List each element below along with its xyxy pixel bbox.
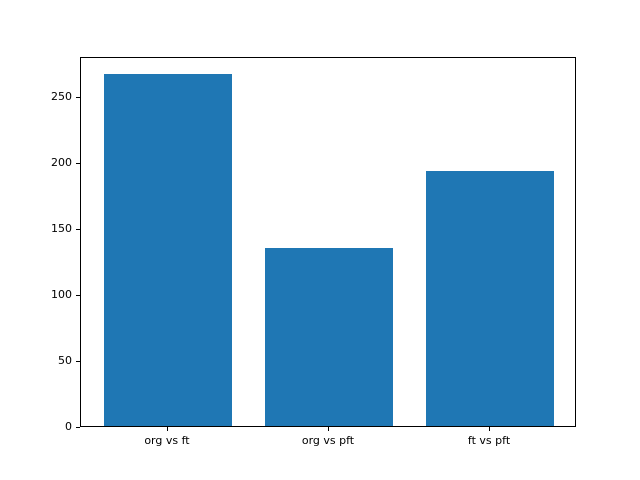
y-tick-label: 150	[51, 222, 72, 236]
y-tick-mark	[76, 163, 80, 165]
y-tick-mark	[76, 295, 80, 297]
x-tick-label: org vs ft	[144, 434, 190, 447]
y-tick-label: 250	[51, 90, 72, 104]
x-tick-label: org vs pft	[301, 434, 355, 447]
y-tick-label: 0	[65, 420, 72, 433]
x-tick-label: ft vs pft	[467, 434, 511, 447]
y-tick-mark	[76, 427, 80, 428]
y-tick-mark	[76, 229, 80, 231]
y-tick-label: 200	[51, 156, 72, 170]
y-tick-mark	[76, 97, 80, 99]
bar-org-vs-ft	[103, 73, 233, 426]
y-tick-mark	[76, 361, 80, 362]
plot-area	[80, 57, 576, 427]
x-tick-mark	[489, 427, 491, 431]
x-tick-mark	[166, 427, 168, 431]
y-tick-label: 50	[58, 354, 72, 367]
y-tick-label: 100	[51, 288, 72, 302]
x-tick-mark	[328, 427, 329, 431]
bar-ft-vs-pft	[425, 171, 555, 426]
bar-org-vs-pft	[264, 247, 394, 426]
